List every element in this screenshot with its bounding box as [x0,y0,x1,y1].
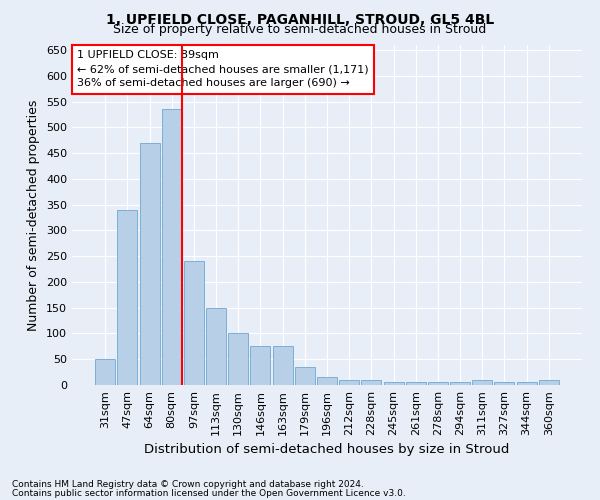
Bar [539,380,559,385]
Y-axis label: Number of semi-detached properties: Number of semi-detached properties [28,100,40,330]
Bar [250,346,271,385]
Bar [206,308,226,385]
Bar [228,334,248,385]
Text: 1, UPFIELD CLOSE, PAGANHILL, STROUD, GL5 4BL: 1, UPFIELD CLOSE, PAGANHILL, STROUD, GL5… [106,12,494,26]
Bar [450,382,470,385]
Text: Contains public sector information licensed under the Open Government Licence v3: Contains public sector information licen… [12,488,406,498]
Bar [383,382,404,385]
Bar [272,346,293,385]
Bar [428,382,448,385]
Bar [162,110,182,385]
Bar [339,380,359,385]
Bar [472,380,492,385]
Bar [406,382,426,385]
Bar [118,210,137,385]
Text: 1 UPFIELD CLOSE: 89sqm
← 62% of semi-detached houses are smaller (1,171)
36% of : 1 UPFIELD CLOSE: 89sqm ← 62% of semi-det… [77,50,369,88]
Bar [494,382,514,385]
Bar [361,380,382,385]
Bar [517,382,536,385]
X-axis label: Distribution of semi-detached houses by size in Stroud: Distribution of semi-detached houses by … [145,444,509,456]
Bar [295,367,315,385]
Bar [95,359,115,385]
Bar [184,262,204,385]
Bar [140,143,160,385]
Text: Contains HM Land Registry data © Crown copyright and database right 2024.: Contains HM Land Registry data © Crown c… [12,480,364,489]
Bar [317,378,337,385]
Text: Size of property relative to semi-detached houses in Stroud: Size of property relative to semi-detach… [113,22,487,36]
